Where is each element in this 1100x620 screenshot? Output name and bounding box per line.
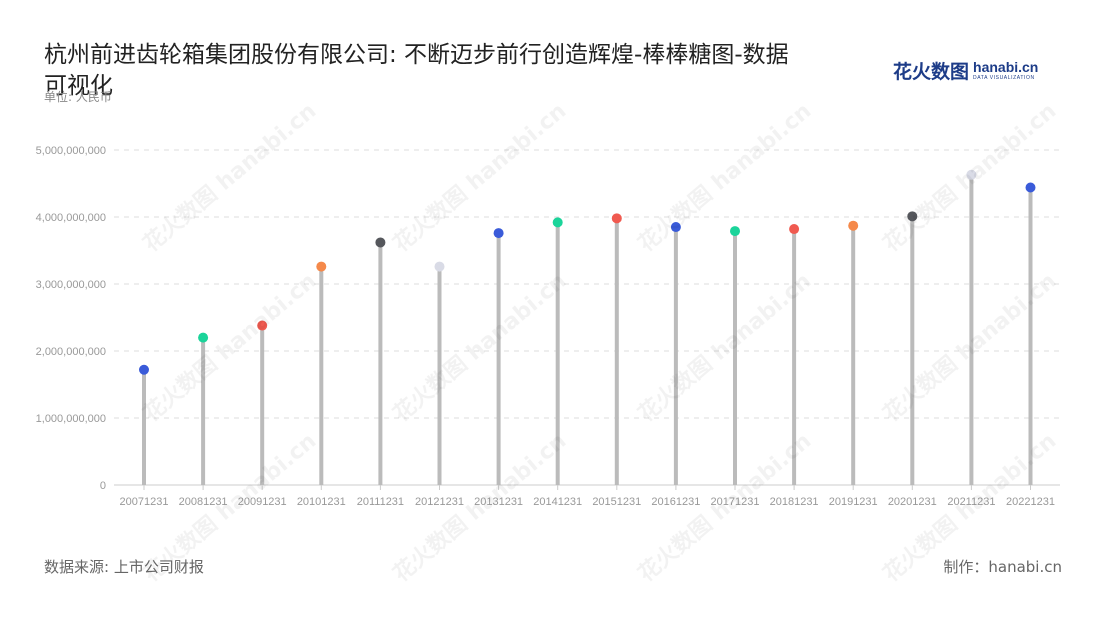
y-tick-label: 2,000,000,000 — [36, 346, 106, 358]
logo-text-cn: 花火数图 — [893, 61, 970, 83]
lollipop-dot[interactable] — [198, 332, 209, 343]
x-tick-label: 20131231 — [474, 496, 523, 508]
y-tick-label: 5,000,000,000 — [36, 145, 106, 157]
y-tick-label: 0 — [100, 480, 106, 492]
stems — [142, 174, 1033, 485]
x-tick-label: 20101231 — [297, 496, 346, 508]
lollipop-dot[interactable] — [139, 364, 149, 375]
x-tick-label: 20221231 — [1006, 496, 1055, 508]
lollipop-dot[interactable] — [257, 320, 268, 331]
x-tick-label: 20171231 — [711, 496, 760, 508]
x-tick-label: 20151231 — [592, 496, 641, 508]
lollipop-dot[interactable] — [670, 222, 681, 233]
lollipop-dot[interactable] — [552, 217, 563, 228]
lollipop-dot[interactable] — [611, 213, 622, 224]
x-axis-ticks: 20071231 20081231 20091231 20101231 20111231… — [120, 485, 1055, 508]
grid-lines — [114, 149, 1060, 419]
x-tick-label: 20111231 — [357, 496, 404, 508]
data-source: 数据来源: 上市公司财报 — [44, 558, 204, 576]
lollipop-dot[interactable] — [966, 169, 977, 180]
x-tick-label: 20211231 — [947, 496, 995, 508]
x-tick-label: 20141231 — [533, 496, 582, 508]
x-tick-label: 20071231 — [120, 496, 169, 508]
lollipop-dot[interactable] — [493, 228, 504, 239]
credit[interactable]: 制作：hanabi.cn — [943, 558, 1062, 576]
x-tick-label: 20121231 — [415, 496, 464, 508]
lollipop-dot[interactable] — [434, 261, 445, 272]
x-tick-label: 20191231 — [829, 496, 878, 508]
x-tick-label: 20161231 — [651, 496, 700, 508]
y-tick-label: 1,000,000,000 — [36, 413, 106, 425]
chart-title: 杭州前进齿轮箱集团股份有限公司: 不断迈步前行创造辉煌-棒棒糖图-数据可视化 — [44, 42, 789, 99]
unit-label: 单位: 人民币 — [44, 90, 112, 104]
x-tick-label: 20181231 — [770, 496, 819, 508]
lollipop-dot[interactable] — [848, 220, 859, 231]
lollipop-dot[interactable] — [789, 224, 800, 235]
x-tick-label: 20091231 — [238, 496, 287, 508]
x-tick-label: 20081231 — [179, 496, 228, 508]
y-tick-label: 4,000,000,000 — [36, 212, 106, 224]
y-tick-label: 3,000,000,000 — [36, 279, 106, 291]
logo-text-en: hanabi.cn — [973, 59, 1039, 75]
lollipop-dot[interactable] — [1025, 182, 1036, 193]
lollipop-dot[interactable] — [907, 211, 918, 222]
lollipop-dot[interactable] — [316, 261, 327, 272]
dots — [139, 169, 1036, 375]
logo-text-en-block: hanabi.cn DATA VISUALIZATION — [973, 60, 1038, 82]
x-tick-label: 20201231 — [888, 496, 937, 508]
logo-subtext: DATA VISUALIZATION — [973, 75, 1035, 81]
lollipop-dot[interactable] — [730, 226, 740, 237]
brand-logo[interactable]: 花火数图 hanabi.cn DATA VISUALIZATION — [893, 60, 1038, 84]
y-axis-ticks: 0 1,000,000,000 2,000,000,000 3,000,000,000… — [36, 145, 106, 492]
lollipop-dot[interactable] — [375, 237, 386, 248]
